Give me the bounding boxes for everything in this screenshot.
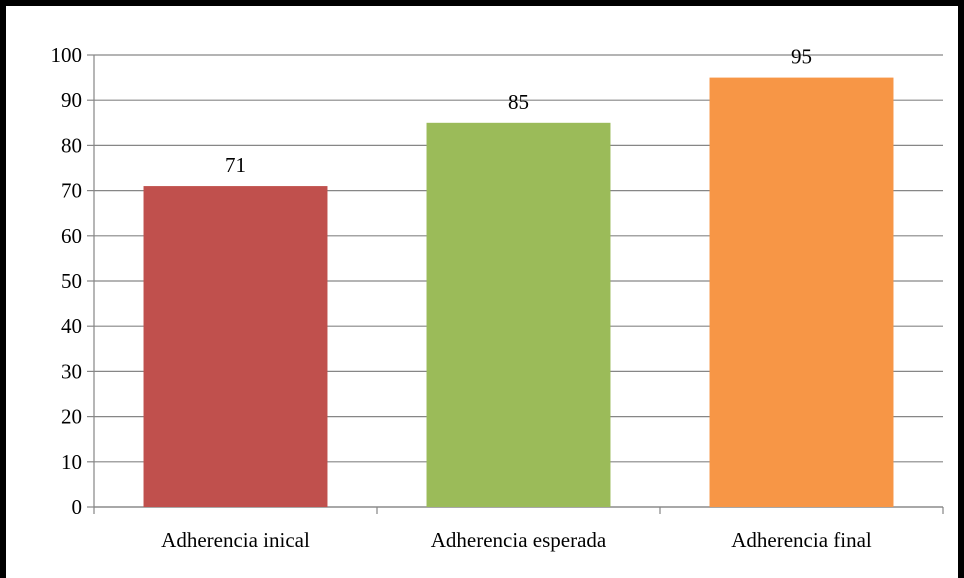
- y-tick-label: 50: [61, 269, 82, 293]
- bar: [709, 77, 894, 507]
- y-tick-label: 20: [61, 405, 82, 429]
- y-tick-label: 60: [61, 224, 82, 248]
- bar: [143, 186, 328, 507]
- category-label: Adherencia inical: [161, 528, 310, 552]
- y-tick-label: 10: [61, 450, 82, 474]
- bar: [426, 122, 611, 508]
- y-tick-label: 70: [61, 179, 82, 203]
- y-tick-label: 100: [51, 43, 83, 67]
- y-tick-label: 0: [72, 495, 83, 519]
- y-tick-label: 30: [61, 359, 82, 383]
- data-label: 85: [508, 90, 529, 114]
- y-tick-label: 90: [61, 88, 82, 112]
- data-label: 71: [225, 153, 246, 177]
- y-tick-label: 40: [61, 314, 82, 338]
- category-label: Adherencia esperada: [431, 528, 607, 552]
- data-label: 95: [791, 45, 812, 69]
- y-tick-label: 80: [61, 133, 82, 157]
- category-label: Adherencia final: [731, 528, 872, 552]
